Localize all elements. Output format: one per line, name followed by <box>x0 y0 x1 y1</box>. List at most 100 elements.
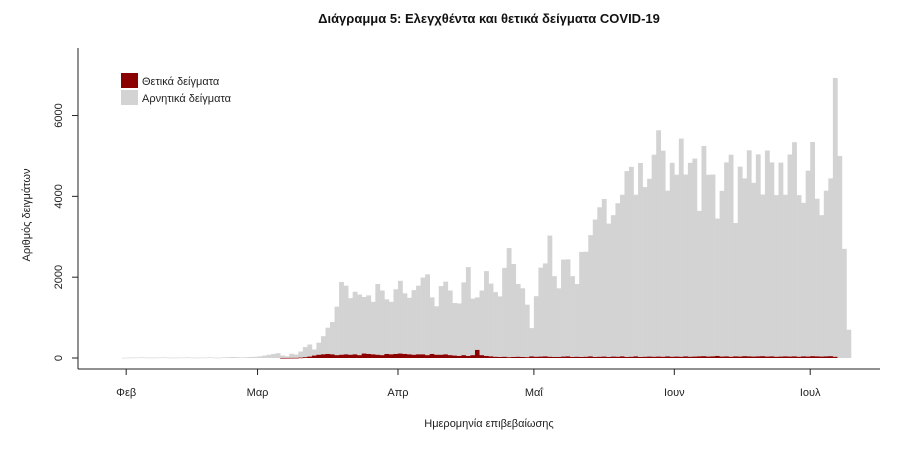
bar-positive <box>764 356 770 358</box>
bar-positive <box>556 356 562 358</box>
bar-positive <box>787 356 793 358</box>
bar-negative <box>647 178 652 357</box>
bar-positive <box>289 357 295 359</box>
bar-negative <box>339 282 344 355</box>
bar-negative <box>547 235 553 357</box>
bar-negative <box>796 195 802 357</box>
bar-positive <box>733 356 739 358</box>
bar-negative <box>121 357 127 359</box>
bar-negative <box>343 285 349 355</box>
bar-negative <box>606 223 612 357</box>
bar-positive <box>828 356 834 358</box>
bar-positive <box>633 356 639 358</box>
bar-negative <box>234 357 240 358</box>
bar-negative <box>832 77 838 357</box>
x-tick-label: Μαρ <box>247 387 269 399</box>
bar-positive <box>375 354 381 358</box>
bar-negative <box>488 283 494 357</box>
bar-positive <box>456 355 462 358</box>
bar-negative <box>615 203 621 357</box>
y-tick-label: 2000 <box>53 265 65 289</box>
bar-positive <box>370 354 376 358</box>
chart-title: Διάγραμμα 5: Ελεγχθέντα και θετικά δείγμ… <box>318 11 660 26</box>
bar-positive <box>520 356 526 358</box>
bar-positive <box>330 354 335 358</box>
bar-positive <box>547 356 553 358</box>
bar-positive <box>706 356 711 358</box>
bar-positive <box>692 356 698 358</box>
y-tick-label: 0 <box>53 355 65 361</box>
bar-positive <box>601 356 607 358</box>
bar-positive <box>425 355 430 358</box>
bar-positive <box>783 356 788 358</box>
bar-negative <box>542 263 548 357</box>
bar-negative <box>157 357 163 359</box>
bar-positive <box>416 354 421 358</box>
x-ticks-group: Φεβ Μαρ Απρ Μαΐ Ιουν Ιουλ <box>116 369 821 399</box>
bar-negative <box>316 342 322 355</box>
bar-positive <box>533 356 539 358</box>
bar-negative <box>429 297 435 354</box>
bar-negative <box>393 289 399 354</box>
bar-positive <box>683 356 689 358</box>
x-tick-label: Μαΐ <box>525 387 544 399</box>
bar-negative <box>280 355 286 358</box>
bar-negative <box>710 174 716 357</box>
bar-negative <box>420 277 426 355</box>
bar-negative <box>262 355 267 358</box>
bar-negative <box>678 138 684 357</box>
bar-positive <box>311 355 317 358</box>
legend-label-positive: Θετικά δείγματα <box>142 76 220 88</box>
bar-negative <box>805 170 811 357</box>
bar-negative <box>257 356 263 358</box>
bar-negative <box>696 210 702 357</box>
bar-negative <box>320 336 326 355</box>
bar-negative <box>773 195 779 357</box>
bar-positive <box>687 356 693 358</box>
bar-negative <box>284 356 290 358</box>
bar-positive <box>629 356 634 358</box>
x-tick-label: Ιουν <box>664 387 685 399</box>
bar-positive <box>302 357 308 358</box>
bar-negative <box>724 162 729 357</box>
bar-negative <box>434 306 440 355</box>
bar-negative <box>162 357 168 358</box>
bar-positive <box>746 356 752 358</box>
bar-positive <box>484 355 489 358</box>
bar-negative <box>828 178 834 357</box>
bar-negative <box>665 190 671 357</box>
bar-positive <box>574 356 580 358</box>
bar-negative <box>126 357 132 359</box>
bar-positive <box>366 353 372 358</box>
bar-positive <box>651 356 657 358</box>
bar-negative <box>656 130 662 357</box>
bar-negative <box>683 174 689 357</box>
bar-negative <box>841 248 847 358</box>
bar-negative <box>271 353 276 358</box>
bar-positive <box>320 354 326 358</box>
bar-negative <box>597 207 603 357</box>
bar-negative <box>556 288 562 357</box>
bar-positive <box>284 357 290 359</box>
bar-negative <box>243 357 249 358</box>
bar-negative <box>416 285 421 355</box>
bar-positive <box>343 354 349 358</box>
bar-negative <box>755 154 761 357</box>
legend: Θετικά δείγματα Αρνητικά δείγματα <box>121 73 232 105</box>
bar-positive <box>678 356 684 358</box>
bar-positive <box>434 354 440 358</box>
bar-negative <box>629 166 634 357</box>
x-tick-label: Απρ <box>387 387 408 399</box>
bar-negative <box>230 356 236 358</box>
bar-negative <box>728 154 734 357</box>
bar-positive <box>411 354 417 358</box>
bar-positive <box>393 353 399 358</box>
bar-negative <box>651 154 657 357</box>
bar-negative <box>484 271 489 356</box>
bar-negative <box>171 357 177 359</box>
bar-negative <box>470 298 476 356</box>
bar-positive <box>728 356 734 358</box>
bar-positive <box>619 356 625 358</box>
bar-negative <box>407 297 412 355</box>
bar-negative <box>801 202 806 357</box>
